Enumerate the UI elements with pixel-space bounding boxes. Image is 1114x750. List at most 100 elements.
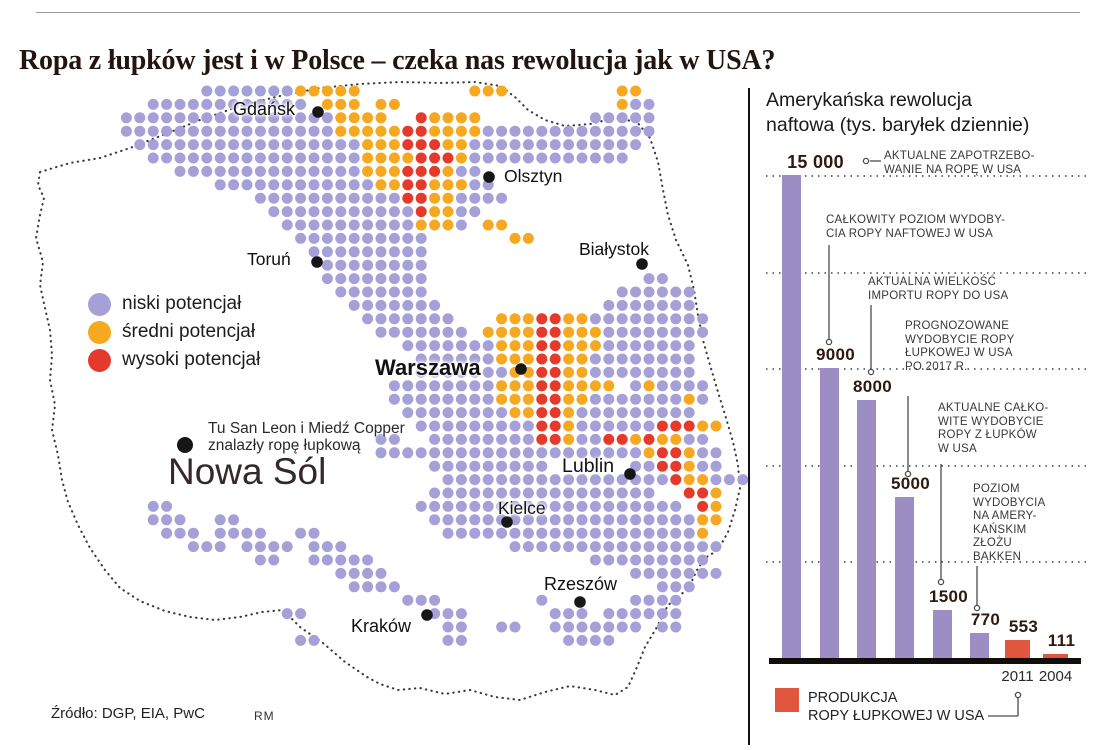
map-dot <box>482 527 494 539</box>
city-label-rzeszw: Rzeszów <box>544 574 618 594</box>
map-dot <box>362 273 374 285</box>
map-dot <box>375 313 387 325</box>
map-dot <box>603 299 615 311</box>
map-dot <box>402 206 414 218</box>
map-dot <box>295 139 307 151</box>
map-dot <box>268 554 280 566</box>
map-dot <box>482 447 494 459</box>
map-dot <box>455 165 467 177</box>
map-dot <box>563 541 575 553</box>
map-dot <box>442 219 454 231</box>
bar-value-label: 111 <box>1047 631 1076 651</box>
map-dot <box>697 433 709 445</box>
map-dot <box>281 165 293 177</box>
bar-annotation: AKTUALNA WIELKOŚĆ IMPORTU ROPY DO USA <box>868 276 1009 302</box>
map-dot <box>670 514 682 526</box>
map-dot <box>697 460 709 472</box>
bar-value-label: 8000 <box>852 377 893 397</box>
map-dot <box>147 139 159 151</box>
map-dot <box>630 447 642 459</box>
map-dot <box>549 353 561 365</box>
map-dot <box>174 165 186 177</box>
map-dot <box>522 340 534 352</box>
map-dot <box>549 487 561 499</box>
map-dot <box>442 420 454 432</box>
map-dot <box>643 433 655 445</box>
map-dot <box>469 487 481 499</box>
map-dot <box>737 474 749 486</box>
low-potential-swatch <box>88 292 111 316</box>
map-dot <box>348 206 360 218</box>
map-dot <box>268 152 280 164</box>
map-dot <box>388 380 400 392</box>
map-dot <box>670 541 682 553</box>
map-dot <box>187 125 199 137</box>
map-dot <box>268 179 280 191</box>
map-dot <box>643 299 655 311</box>
map-dot <box>415 192 427 204</box>
map-dot <box>576 634 588 646</box>
map-dot <box>375 219 387 231</box>
map-dot <box>455 219 467 231</box>
map-dot <box>509 420 521 432</box>
map-dot <box>281 541 293 553</box>
map-dot <box>455 326 467 338</box>
map-dot <box>335 206 347 218</box>
map-dot <box>348 165 360 177</box>
map-dot <box>402 179 414 191</box>
map-dot <box>147 514 159 526</box>
map-dot <box>268 206 280 218</box>
map-dot <box>442 447 454 459</box>
legend-label: średni potencjał <box>122 321 256 342</box>
map-dot <box>643 594 655 606</box>
map-dot <box>388 165 400 177</box>
map-dot <box>509 393 521 405</box>
map-dot <box>442 500 454 512</box>
map-dot <box>442 165 454 177</box>
bar-5000 <box>895 497 914 658</box>
year-label: 2011 <box>1001 668 1034 685</box>
map-dot <box>429 608 441 620</box>
map-dot <box>375 581 387 593</box>
bar-annotation: CAŁKOWITY POZIOM WYDOBY- CIA ROPY NAFTOW… <box>826 214 1006 240</box>
map-dot <box>536 447 548 459</box>
map-dot <box>241 179 253 191</box>
map-dot <box>576 500 588 512</box>
map-dot <box>241 139 253 151</box>
map-dot <box>348 219 360 231</box>
map-dot <box>442 621 454 633</box>
map-dot <box>616 299 628 311</box>
map-dot <box>429 219 441 231</box>
map-dot <box>187 541 199 553</box>
map-dot <box>187 527 199 539</box>
map-dot <box>496 313 508 325</box>
map-dot <box>683 340 695 352</box>
map-dot <box>643 447 655 459</box>
map-dot <box>482 460 494 472</box>
map-dot <box>442 326 454 338</box>
map-dot <box>603 433 615 445</box>
map-dot <box>643 514 655 526</box>
map-dot <box>630 541 642 553</box>
map-dot <box>254 554 266 566</box>
map-dot <box>348 273 360 285</box>
map-dot <box>442 380 454 392</box>
map-dot <box>254 139 266 151</box>
map-dot <box>549 340 561 352</box>
map-dot <box>710 487 722 499</box>
map-dot <box>683 487 695 499</box>
map-dot <box>549 326 561 338</box>
map-dot <box>496 527 508 539</box>
map-dot <box>429 393 441 405</box>
map-dot <box>388 326 400 338</box>
map-dot <box>429 112 441 124</box>
map-dot <box>670 353 682 365</box>
map-dot <box>630 474 642 486</box>
map-dot <box>455 621 467 633</box>
map-dot <box>402 125 414 137</box>
map-dot <box>522 313 534 325</box>
map-dot <box>415 299 427 311</box>
map-dot <box>549 125 561 137</box>
map-dot <box>482 219 494 231</box>
map-dot <box>643 98 655 110</box>
